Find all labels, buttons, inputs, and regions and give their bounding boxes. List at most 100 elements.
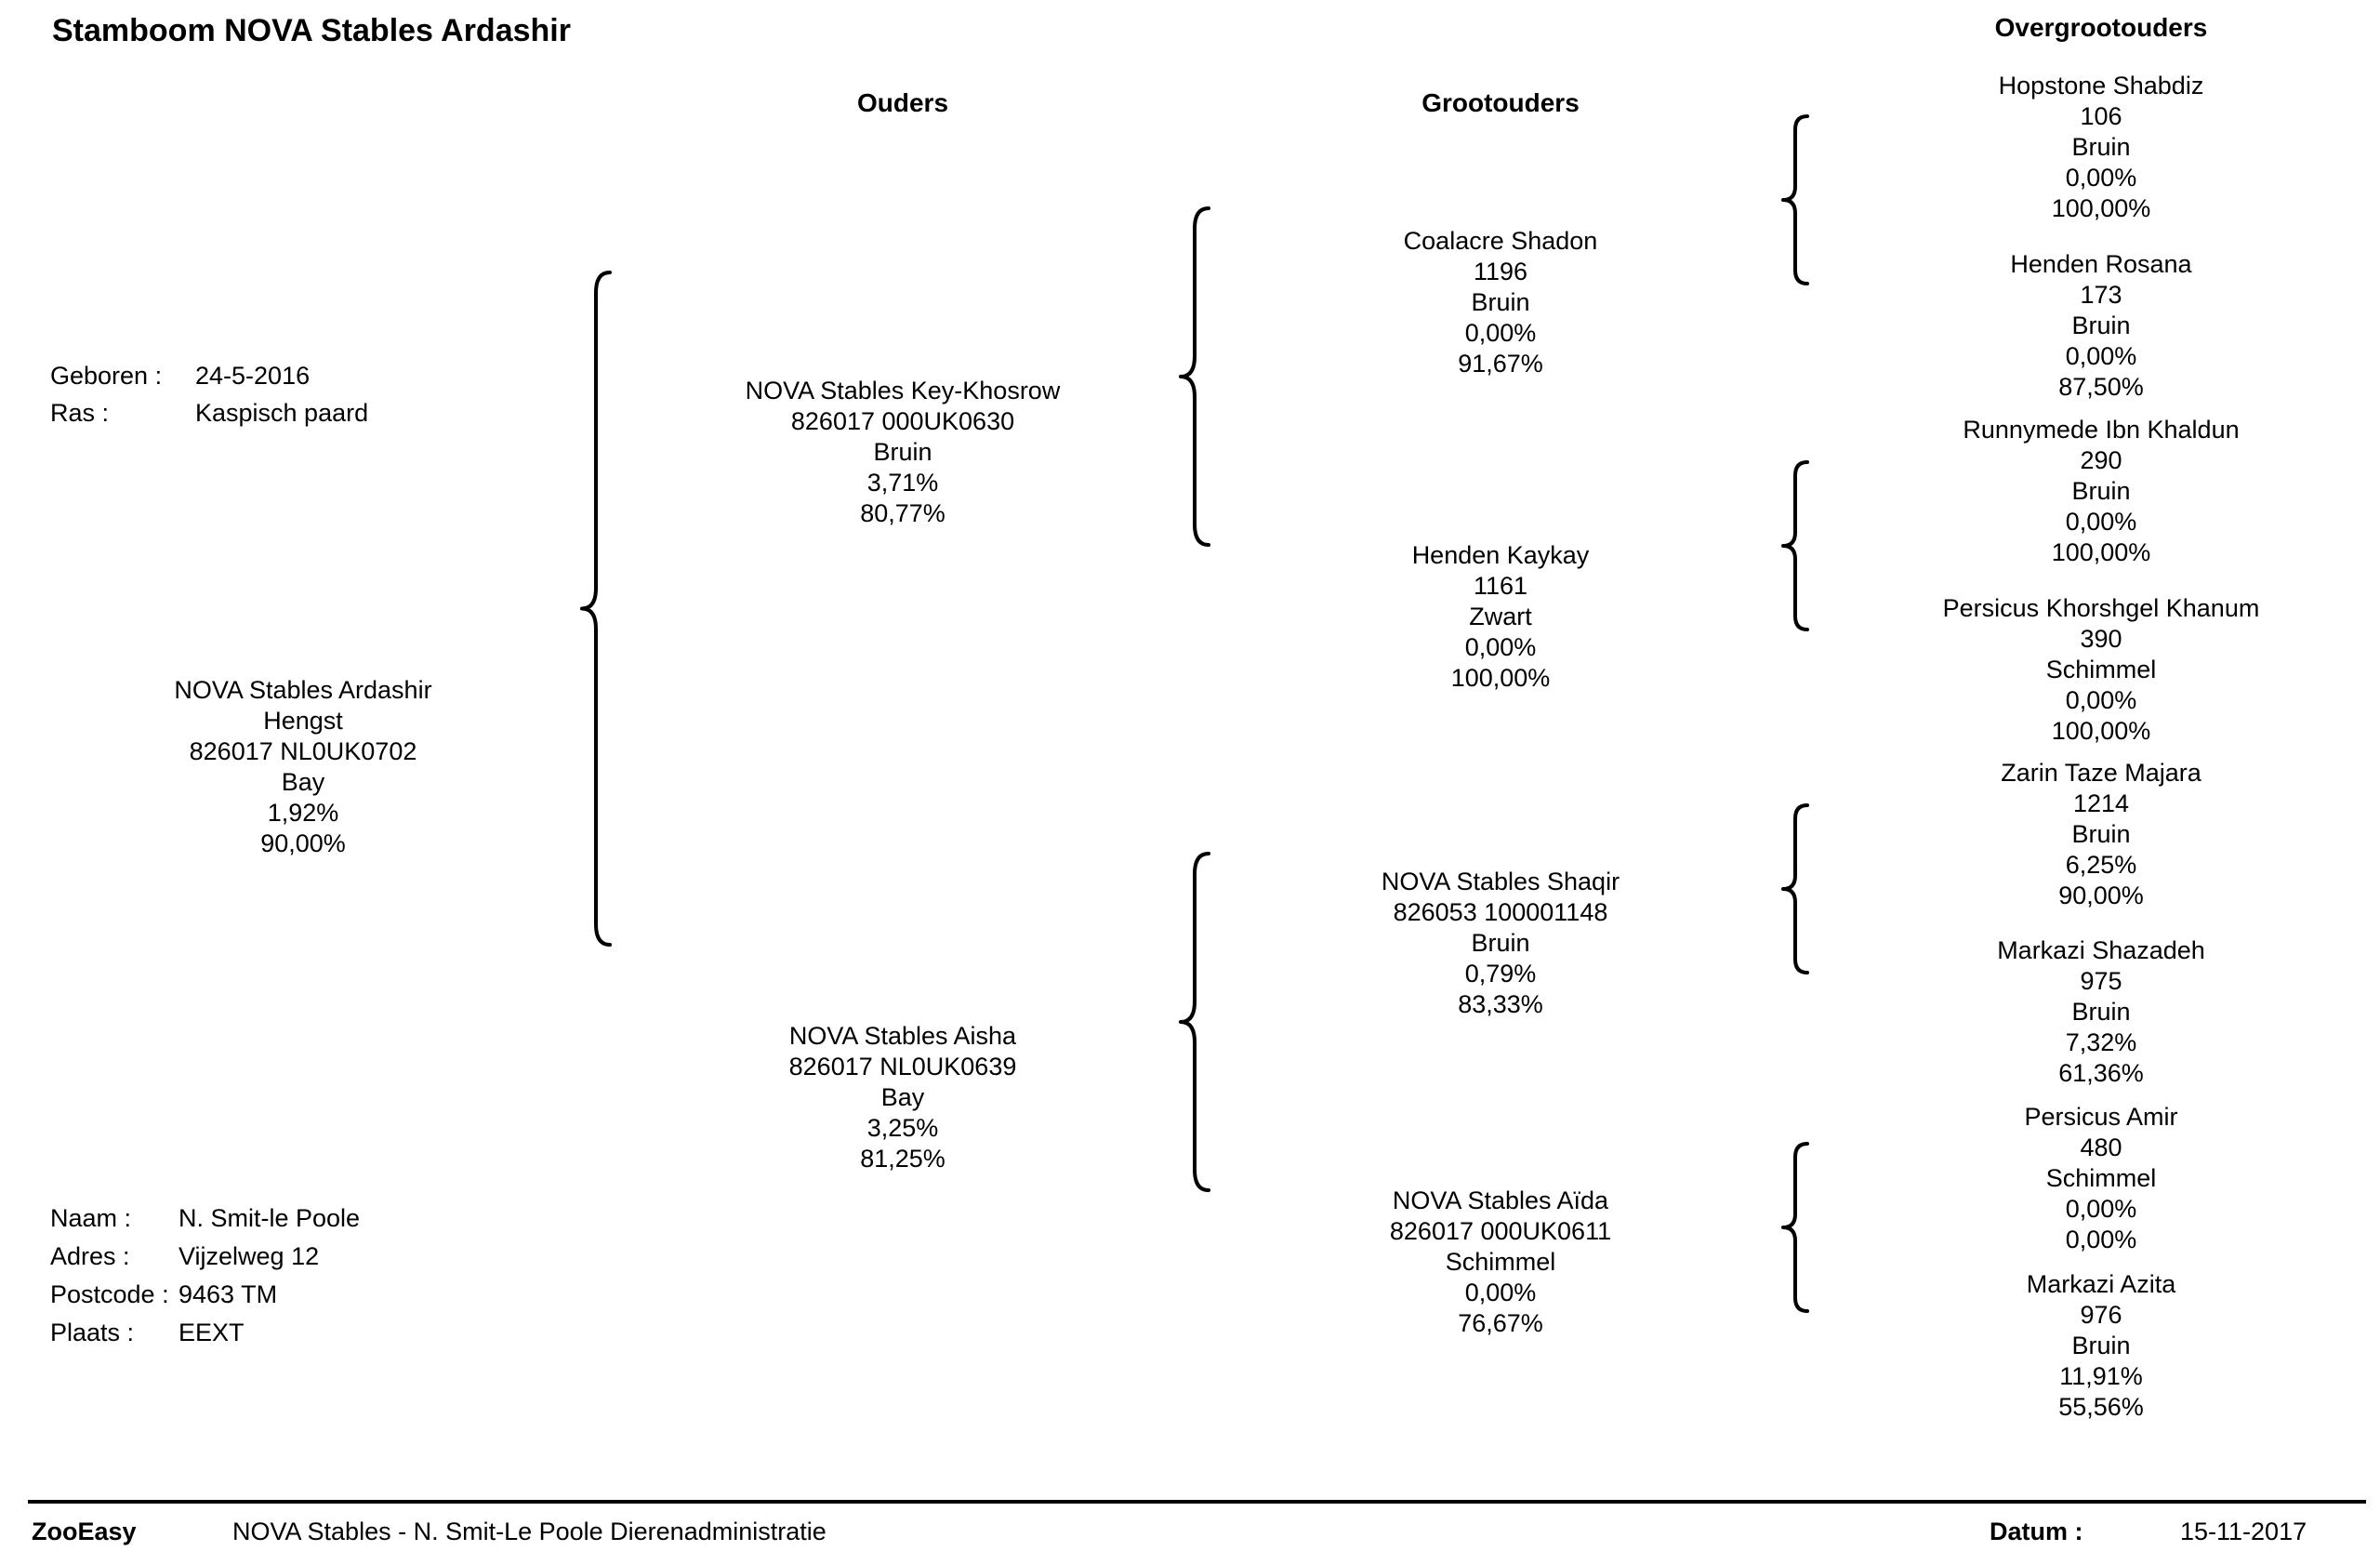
ggp-inbreeding: 0,00%: [2065, 686, 2137, 714]
page-title: Stamboom NOVA Stables Ardashir: [52, 13, 571, 48]
parent-id: 826017 NL0UK0639: [788, 1053, 1017, 1080]
grandparent-id: 826017 000UK0611: [1389, 1217, 1612, 1245]
footer-brand: ZooEasy: [32, 1518, 137, 1545]
grandparent-id: 1161: [1473, 572, 1528, 600]
subject-animal: NOVA Stables Ardashir Hengst 826017 NL0U…: [174, 675, 431, 859]
grandparent-color: Bruin: [1471, 929, 1530, 957]
ggp-name: Zarin Taze Majara: [2001, 759, 2202, 787]
subject-id: 826017 NL0UK0702: [189, 737, 417, 765]
ggp-percentage: 100,00%: [2051, 194, 2151, 222]
grandparent-name: Coalacre Shadon: [1403, 227, 1598, 255]
brace-subject: [580, 271, 612, 947]
owner-postcode-value: 9463 TM: [178, 1280, 278, 1308]
ggp-percentage: 90,00%: [2058, 882, 2144, 909]
brace-sire: [1179, 206, 1210, 547]
grandparent-id: 826053 100001148: [1393, 898, 1608, 926]
grandparent-color: Schimmel: [1445, 1248, 1556, 1276]
ggp-id: 1214: [2072, 789, 2130, 817]
owner-city-value: EEXT: [178, 1319, 245, 1346]
grandparent-3: NOVA Stables Shaqir 826053 100001148 Bru…: [1382, 867, 1620, 1020]
great-grandparent-3: Runnymede Ibn Khaldun 290 Bruin 0,00% 10…: [1963, 415, 2239, 568]
great-grandparent-8: Markazi Azita 976 Bruin 11,91% 55,56%: [2027, 1269, 2176, 1423]
grandparent-id: 1196: [1473, 258, 1528, 285]
parent-dam: NOVA Stables Aisha 826017 NL0UK0639 Bay …: [789, 1021, 1017, 1174]
parent-percentage: 80,77%: [860, 499, 945, 527]
owner-name-label: Naam :: [50, 1204, 132, 1232]
breed-label: Ras :: [50, 399, 110, 427]
subject-sex: Hengst: [263, 707, 343, 735]
parent-color: Bay: [880, 1083, 925, 1111]
ggp-percentage: 87,50%: [2058, 373, 2144, 401]
ggp-name: Markazi Azita: [2026, 1270, 2176, 1298]
footer-divider: [28, 1500, 2366, 1504]
owner-name-value: N. Smit-le Poole: [178, 1204, 361, 1232]
grandparent-percentage: 91,67%: [1458, 350, 1543, 378]
ggp-id: 173: [2080, 281, 2122, 309]
ggp-inbreeding: 0,00%: [2065, 1195, 2137, 1223]
ggp-id: 480: [2080, 1133, 2122, 1161]
grandparent-inbreeding: 0,00%: [1464, 633, 1537, 661]
breed-value: Kaspisch paard: [195, 399, 369, 427]
brace-gp2: [1781, 460, 1809, 631]
great-grandparent-6: Markazi Shazadeh 975 Bruin 7,32% 61,36%: [1997, 935, 2205, 1089]
ggp-color: Bruin: [2071, 312, 2131, 339]
brace-dam: [1179, 852, 1210, 1192]
ggp-id: 106: [2080, 102, 2122, 130]
footer-description: NOVA Stables - N. Smit-Le Poole Dierenad…: [232, 1518, 826, 1545]
ggp-inbreeding: 11,91%: [2059, 1362, 2143, 1390]
parent-sire: NOVA Stables Key-Khosrow 826017 000UK063…: [746, 376, 1061, 529]
ggp-id: 976: [2080, 1301, 2122, 1329]
header-parents: Ouders: [856, 88, 949, 117]
ggp-inbreeding: 6,25%: [2065, 851, 2137, 879]
born-value: 24-5-2016: [195, 362, 311, 390]
brace-gp4: [1781, 1142, 1809, 1313]
grandparent-inbreeding: 0,00%: [1464, 319, 1537, 347]
grandparent-color: Zwart: [1469, 603, 1532, 630]
grandparent-percentage: 76,67%: [1458, 1309, 1543, 1337]
parent-name: NOVA Stables Aisha: [788, 1022, 1017, 1050]
parent-inbreeding: 3,71%: [866, 469, 939, 497]
grandparent-inbreeding: 0,79%: [1464, 960, 1537, 988]
ggp-percentage: 0,00%: [2065, 1226, 2137, 1253]
ggp-color: Schimmel: [2045, 1164, 2157, 1192]
great-grandparent-5: Zarin Taze Majara 1214 Bruin 6,25% 90,00…: [2001, 758, 2202, 911]
ggp-percentage: 100,00%: [2051, 717, 2151, 745]
great-grandparent-2: Henden Rosana 173 Bruin 0,00% 87,50%: [2010, 249, 2191, 403]
ggp-name: Runnymede Ibn Khaldun: [1963, 416, 2240, 444]
parent-percentage: 81,25%: [860, 1145, 945, 1173]
header-great-grandparents: Overgrootouders: [1994, 13, 2208, 42]
ggp-inbreeding: 7,32%: [2065, 1028, 2137, 1056]
subject-percentage: 90,00%: [260, 829, 346, 857]
header-grandparents: Grootouders: [1421, 88, 1580, 117]
ggp-color: Bruin: [2071, 133, 2131, 161]
ggp-color: Bruin: [2071, 998, 2131, 1026]
ggp-color: Bruin: [2071, 1332, 2131, 1359]
owner-address-label: Adres :: [50, 1242, 130, 1270]
ggp-inbreeding: 0,00%: [2065, 164, 2137, 192]
great-grandparent-4: Persicus Khorshgel Khanum 390 Schimmel 0…: [1943, 593, 2260, 747]
ggp-name: Henden Rosana: [2010, 250, 2192, 278]
subject-inbreeding: 1,92%: [267, 799, 339, 827]
ggp-id: 390: [2080, 625, 2122, 653]
grandparent-percentage: 83,33%: [1458, 990, 1543, 1018]
ggp-color: Bruin: [2071, 477, 2131, 505]
ggp-id: 975: [2080, 967, 2122, 995]
parent-id: 826017 000UK0630: [790, 407, 1015, 435]
ggp-color: Bruin: [2071, 820, 2131, 848]
ggp-name: Persicus Khorshgel Khanum: [1942, 594, 2260, 622]
ggp-name: Hopstone Shabdiz: [1998, 72, 2204, 99]
parent-inbreeding: 3,25%: [866, 1114, 939, 1142]
great-grandparent-1: Hopstone Shabdiz 106 Bruin 0,00% 100,00%: [1999, 71, 2204, 224]
grandparent-inbreeding: 0,00%: [1464, 1279, 1537, 1306]
birth-info: Geboren : 24-5-2016 Ras : Kaspisch paard: [50, 357, 422, 431]
brace-gp1: [1781, 114, 1809, 285]
grandparent-name: NOVA Stables Aïda: [1392, 1186, 1609, 1214]
footer-date-label: Datum :: [1990, 1518, 2083, 1545]
owner-city-label: Plaats :: [50, 1319, 135, 1346]
ggp-id: 290: [2080, 446, 2122, 474]
ggp-inbreeding: 0,00%: [2065, 508, 2137, 536]
grandparent-name: Henden Kaykay: [1411, 541, 1590, 569]
footer-date-value: 15-11-2017: [2180, 1518, 2307, 1545]
owner-info: Naam : N. Smit-le Poole Adres : Vijzelwe…: [50, 1200, 469, 1352]
